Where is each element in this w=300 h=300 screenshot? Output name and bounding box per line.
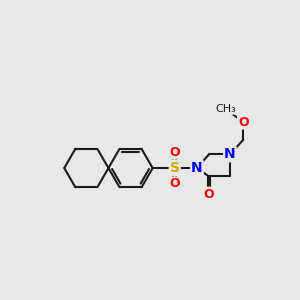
Text: O: O: [169, 146, 180, 159]
Text: N: N: [224, 147, 236, 161]
Text: O: O: [169, 178, 180, 190]
Text: O: O: [238, 116, 248, 129]
Text: N: N: [191, 161, 202, 175]
Text: S: S: [170, 161, 180, 175]
Text: CH₃: CH₃: [215, 104, 236, 114]
Text: O: O: [204, 188, 214, 201]
